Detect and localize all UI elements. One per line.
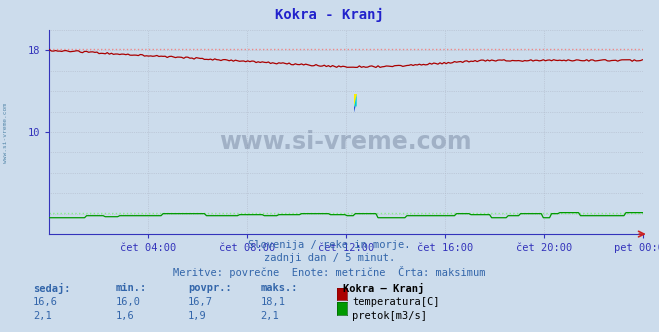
Text: www.si-vreme.com: www.si-vreme.com	[3, 103, 8, 163]
Text: 16,7: 16,7	[188, 297, 213, 307]
Text: www.si-vreme.com: www.si-vreme.com	[219, 130, 473, 154]
Text: 16,6: 16,6	[33, 297, 58, 307]
Text: 18,1: 18,1	[260, 297, 285, 307]
Text: Kokra – Kranj: Kokra – Kranj	[343, 283, 424, 294]
Text: sedaj:: sedaj:	[33, 283, 71, 294]
Text: maks.:: maks.:	[260, 283, 298, 293]
Text: Slovenija / reke in morje.: Slovenija / reke in morje.	[248, 240, 411, 250]
Polygon shape	[355, 94, 357, 107]
Text: Meritve: povrečne  Enote: metrične  Črta: maksimum: Meritve: povrečne Enote: metrične Črta: …	[173, 266, 486, 278]
Text: 1,6: 1,6	[115, 311, 134, 321]
Text: pretok[m3/s]: pretok[m3/s]	[352, 311, 427, 321]
Text: min.:: min.:	[115, 283, 146, 293]
Text: Kokra - Kranj: Kokra - Kranj	[275, 8, 384, 23]
Text: 2,1: 2,1	[33, 311, 51, 321]
Text: 2,1: 2,1	[260, 311, 279, 321]
Text: 1,9: 1,9	[188, 311, 206, 321]
Text: povpr.:: povpr.:	[188, 283, 231, 293]
Text: zadnji dan / 5 minut.: zadnji dan / 5 minut.	[264, 253, 395, 263]
Text: 16,0: 16,0	[115, 297, 140, 307]
Polygon shape	[355, 94, 357, 107]
Text: temperatura[C]: temperatura[C]	[352, 297, 440, 307]
